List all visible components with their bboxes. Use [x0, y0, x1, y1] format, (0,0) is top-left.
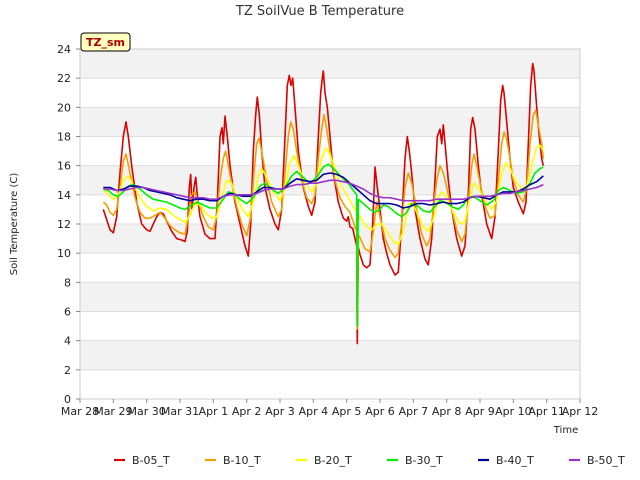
x-tick-label: Apr 11 [528, 405, 565, 418]
y-tick-label: 10 [57, 247, 71, 260]
y-tick-label: 8 [64, 276, 71, 289]
x-tick-label: Apr 12 [562, 405, 599, 418]
legend-label: B-10_T [223, 454, 261, 467]
chart-title: TZ SoilVue B Temperature [235, 4, 404, 19]
legend-label: B-30_T [405, 454, 443, 467]
grid-band [80, 49, 580, 79]
x-tick-label: Apr 1 [199, 405, 229, 418]
y-tick-label: 0 [64, 393, 71, 406]
y-tick-label: 18 [57, 131, 71, 144]
x-tick-label: Apr 8 [432, 405, 462, 418]
legend: B-05_T B-10_T B-20_T B-30_T B-40_T B-50_T [114, 454, 625, 467]
y-tick-label: 14 [57, 189, 71, 202]
series-line-b-05-t [102, 62, 545, 345]
grid-band [80, 340, 580, 370]
legend-label: B-40_T [496, 454, 534, 467]
y-tick-label: 24 [57, 43, 71, 56]
x-tick-label: Apr 2 [232, 405, 262, 418]
x-tick-label: Apr 4 [299, 405, 329, 418]
x-tick-label: Mar 29 [94, 405, 132, 418]
series-line-b-10-t [102, 109, 545, 330]
x-tick-label: Apr 7 [399, 405, 429, 418]
grid-band [80, 282, 580, 312]
y-tick-label: 12 [57, 218, 71, 231]
y-tick-label: 20 [57, 101, 71, 114]
series-lines [102, 62, 545, 345]
x-tick-label: Apr 5 [332, 405, 362, 418]
x-tick-label: Mar 31 [161, 405, 199, 418]
y-tick-label: 6 [64, 306, 71, 319]
series-line-b-50-t [103, 179, 544, 202]
y-tick-label: 2 [64, 364, 71, 377]
x-tick-label: Mar 28 [61, 405, 99, 418]
legend-label: B-20_T [314, 454, 352, 467]
x-tick-label: Apr 3 [265, 405, 295, 418]
x-tick-label: Apr 10 [495, 405, 532, 418]
legend-label: B-05_T [132, 454, 170, 467]
x-tick-label: Apr 9 [465, 405, 495, 418]
y-tick-label: 22 [57, 72, 71, 85]
y-tick-label: 16 [57, 160, 71, 173]
grid-band [80, 224, 580, 254]
x-axis-label: Time [553, 425, 578, 436]
badge-label: TZ_sm [86, 36, 125, 49]
x-tick-label: Apr 6 [365, 405, 395, 418]
badge: TZ_sm [80, 32, 131, 52]
y-axis-label: Soil Temperature (C) [9, 173, 20, 276]
y-tick-label: 4 [64, 335, 71, 348]
legend-label: B-50_T [587, 454, 625, 467]
x-tick-label: Mar 30 [128, 405, 166, 418]
series-line-b-20-t [102, 144, 544, 246]
